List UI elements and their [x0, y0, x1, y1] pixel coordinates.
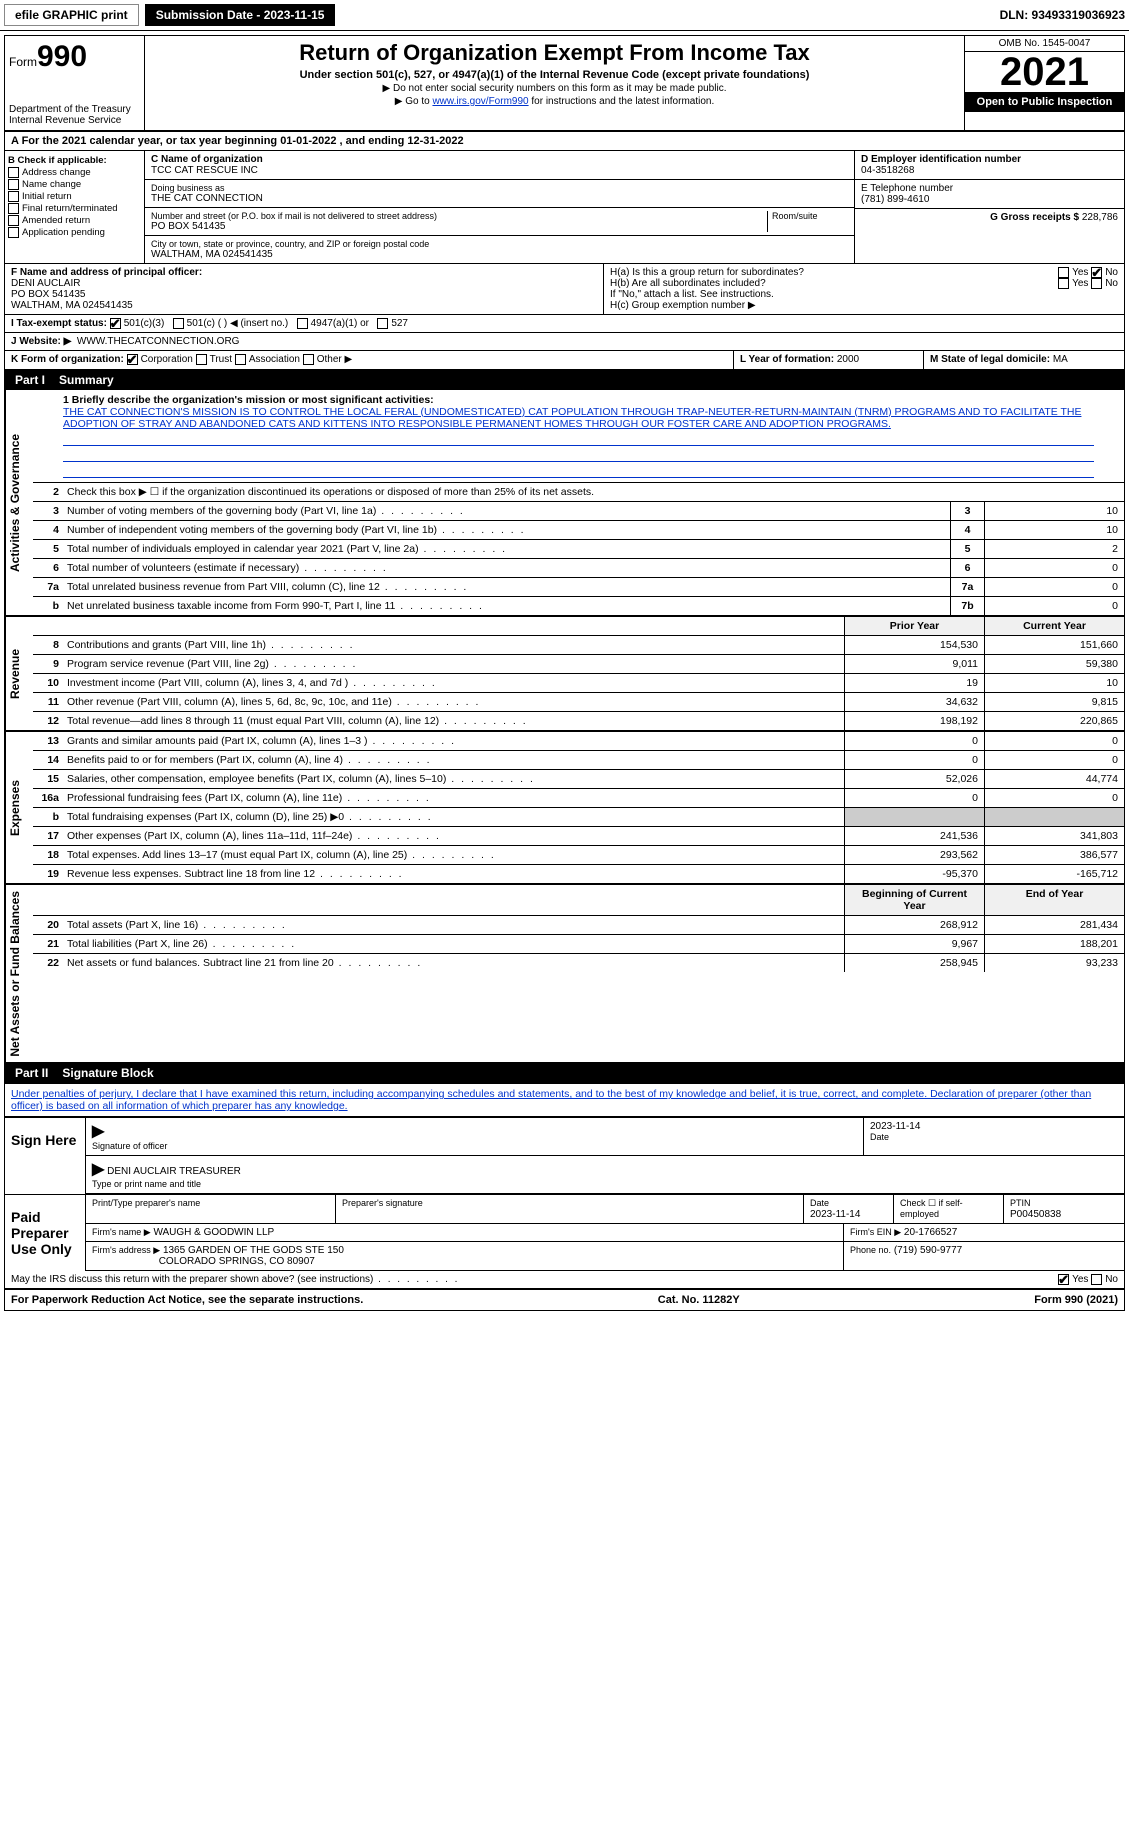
table-row: 17Other expenses (Part IX, column (A), l… — [33, 827, 1124, 846]
table-row: 5Total number of individuals employed in… — [33, 540, 1124, 559]
cat-no: Cat. No. 11282Y — [658, 1294, 740, 1306]
current-year-header: Current Year — [984, 617, 1124, 635]
prior-year-header: Prior Year — [844, 617, 984, 635]
room-label: Room/suite — [768, 211, 848, 232]
ein-value: 04-3518268 — [861, 165, 1118, 176]
paid-preparer-section: Paid Preparer Use Only Print/Type prepar… — [5, 1194, 1124, 1271]
paid-preparer-label: Paid Preparer Use Only — [5, 1195, 85, 1271]
officer-name: DENI AUCLAIR — [11, 278, 597, 289]
phone-value: (781) 899-4610 — [861, 194, 1118, 205]
discuss-row: May the IRS discuss this return with the… — [5, 1271, 1124, 1289]
topbar: efile GRAPHIC print Submission Date - 20… — [0, 0, 1129, 31]
irs-link[interactable]: www.irs.gov/Form990 — [432, 96, 528, 107]
ssn-note: ▶ Do not enter social security numbers o… — [153, 83, 956, 94]
table-row: 8Contributions and grants (Part VIII, li… — [33, 636, 1124, 655]
ein-label: D Employer identification number — [861, 154, 1118, 165]
revenue-section: Revenue Prior Year Current Year 8Contrib… — [5, 617, 1124, 732]
table-row: 21Total liabilities (Part X, line 26)9,9… — [33, 935, 1124, 954]
table-row: bTotal fundraising expenses (Part IX, co… — [33, 808, 1124, 827]
officer-addr2: WALTHAM, MA 024541435 — [11, 300, 597, 311]
open-public-badge: Open to Public Inspection — [965, 92, 1124, 112]
hb-label: H(b) Are all subordinates included? — [610, 278, 766, 289]
part-1-header: Part I Summary — [5, 370, 1124, 390]
form-990: Form990 Department of the Treasury Inter… — [4, 35, 1125, 1311]
table-row: 12Total revenue—add lines 8 through 11 (… — [33, 712, 1124, 730]
governance-label: Activities & Governance — [5, 390, 33, 615]
dln-text: DLN: 93493319036923 — [1000, 8, 1125, 22]
tax-year: 2021 — [965, 52, 1124, 92]
officer-h-row: F Name and address of principal officer:… — [5, 264, 1124, 315]
revenue-label: Revenue — [5, 617, 33, 730]
form-subtitle: Under section 501(c), 527, or 4947(a)(1)… — [153, 69, 956, 81]
submission-date-button[interactable]: Submission Date - 2023-11-15 — [145, 4, 336, 26]
form-number: 990 — [37, 40, 87, 73]
table-row: 3Number of voting members of the governi… — [33, 502, 1124, 521]
table-row: 16aProfessional fundraising fees (Part I… — [33, 789, 1124, 808]
expenses-label: Expenses — [5, 732, 33, 883]
form-footer: Form 990 (2021) — [1034, 1294, 1118, 1306]
klm-row: K Form of organization: Corporation Trus… — [5, 351, 1124, 369]
line-2: Check this box ▶ ☐ if the organization d… — [63, 483, 1124, 501]
table-row: 9Program service revenue (Part VIII, lin… — [33, 655, 1124, 674]
end-year-header: End of Year — [984, 885, 1124, 915]
table-row: bNet unrelated business taxable income f… — [33, 597, 1124, 615]
check-b-column: B Check if applicable: Address change Na… — [5, 151, 145, 263]
form-header: Form990 Department of the Treasury Inter… — [5, 36, 1124, 132]
table-row: 19Revenue less expenses. Subtract line 1… — [33, 865, 1124, 883]
officer-addr1: PO BOX 541435 — [11, 289, 597, 300]
website-row: J Website: ▶ WWW.THECATCONNECTION.ORG — [5, 333, 1124, 351]
table-row: 14Benefits paid to or for members (Part … — [33, 751, 1124, 770]
addr-value: PO BOX 541435 — [151, 221, 767, 232]
begin-year-header: Beginning of Current Year — [844, 885, 984, 915]
table-row: 6Total number of volunteers (estimate if… — [33, 559, 1124, 578]
mission-text: THE CAT CONNECTION'S MISSION IS TO CONTR… — [63, 406, 1094, 430]
table-row: 10Investment income (Part VIII, column (… — [33, 674, 1124, 693]
sign-here-label: Sign Here — [5, 1118, 85, 1194]
table-row: 13Grants and similar amounts paid (Part … — [33, 732, 1124, 751]
ha-label: H(a) Is this a group return for subordin… — [610, 267, 804, 278]
net-assets-label: Net Assets or Fund Balances — [5, 885, 33, 1063]
phone-label: E Telephone number — [861, 183, 1118, 194]
entity-block: B Check if applicable: Address change Na… — [5, 151, 1124, 264]
form-word: Form — [9, 55, 37, 69]
table-row: 11Other revenue (Part VIII, column (A), … — [33, 693, 1124, 712]
org-name-label: C Name of organization — [151, 154, 848, 165]
row-a-tax-year: A For the 2021 calendar year, or tax yea… — [5, 132, 1124, 151]
tax-status-row: I Tax-exempt status: 501(c)(3) 501(c) ( … — [5, 315, 1124, 333]
hc-label: H(c) Group exemption number ▶ — [610, 300, 1118, 311]
penalties-text: Under penalties of perjury, I declare th… — [5, 1083, 1124, 1116]
gross-value: 228,786 — [1082, 212, 1118, 223]
hb-note: If "No," attach a list. See instructions… — [610, 289, 1118, 300]
mission-label: 1 Briefly describe the organization's mi… — [63, 394, 434, 406]
efile-button[interactable]: efile GRAPHIC print — [4, 4, 139, 26]
net-assets-section: Net Assets or Fund Balances Beginning of… — [5, 885, 1124, 1064]
form-title: Return of Organization Exempt From Incom… — [153, 40, 956, 66]
city-label: City or town, state or province, country… — [151, 239, 848, 249]
governance-section: Activities & Governance 1 Briefly descri… — [5, 390, 1124, 617]
part-2-header: Part II Signature Block — [5, 1063, 1124, 1083]
irs-text: Internal Revenue Service — [9, 115, 140, 126]
city-value: WALTHAM, MA 024541435 — [151, 249, 848, 260]
website-value: WWW.THECATCONNECTION.ORG — [77, 336, 240, 347]
table-row: 7aTotal unrelated business revenue from … — [33, 578, 1124, 597]
table-row: 22Net assets or fund balances. Subtract … — [33, 954, 1124, 972]
table-row: 15Salaries, other compensation, employee… — [33, 770, 1124, 789]
table-row: 20Total assets (Part X, line 16)268,9122… — [33, 916, 1124, 935]
addr-label: Number and street (or P.O. box if mail i… — [151, 211, 767, 221]
dba-value: THE CAT CONNECTION — [151, 193, 848, 204]
goto-note: ▶ Go to www.irs.gov/Form990 for instruct… — [153, 96, 956, 107]
table-row: 18Total expenses. Add lines 13–17 (must … — [33, 846, 1124, 865]
sign-here-section: Sign Here ▶Signature of officer 2023-11-… — [5, 1116, 1124, 1194]
expenses-section: Expenses 13Grants and similar amounts pa… — [5, 732, 1124, 885]
footer: For Paperwork Reduction Act Notice, see … — [5, 1289, 1124, 1310]
table-row: 4Number of independent voting members of… — [33, 521, 1124, 540]
org-name: TCC CAT RESCUE INC — [151, 165, 848, 176]
paperwork-notice: For Paperwork Reduction Act Notice, see … — [11, 1294, 363, 1306]
dba-label: Doing business as — [151, 183, 848, 193]
dept-treasury: Department of the Treasury — [9, 104, 140, 115]
gross-label: G Gross receipts $ — [990, 212, 1079, 223]
